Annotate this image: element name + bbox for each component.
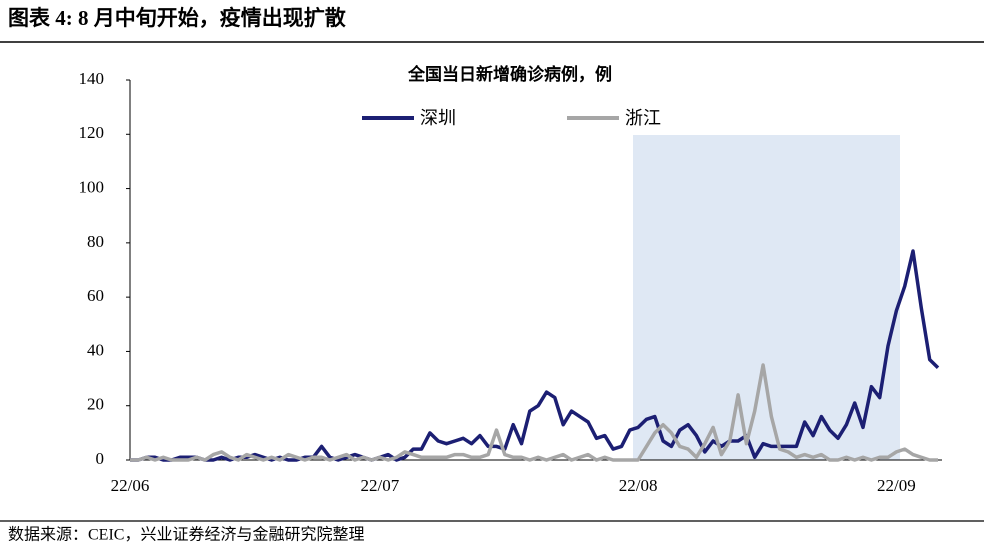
series-line — [130, 363, 938, 462]
y-tick-label: 140 — [79, 69, 105, 88]
x-tick-label: 22/07 — [361, 476, 400, 495]
x-tick-label: 22/06 — [111, 476, 150, 495]
y-tick-label: 120 — [79, 123, 105, 142]
legend-label: 深圳 — [420, 108, 456, 129]
highlight-region — [633, 135, 900, 460]
legend-label: 浙江 — [625, 108, 661, 129]
x-tick-label: 22/09 — [877, 476, 916, 495]
y-tick-label: 60 — [87, 286, 104, 305]
y-tick-label: 20 — [87, 395, 104, 414]
page-title: 图表 4: 8 月中旬开始，疫情出现扩散 — [8, 6, 346, 30]
y-tick-label: 0 — [96, 449, 105, 468]
y-tick-label: 80 — [87, 232, 104, 251]
y-tick-label: 100 — [79, 177, 105, 196]
source-note: 数据来源：CEIC，兴业证券经济与金融研究院整理 — [8, 526, 364, 544]
chart-title: 全国当日新增确诊病例，例 — [407, 64, 612, 85]
x-tick-label: 22/08 — [619, 476, 658, 495]
y-tick-label: 40 — [87, 340, 104, 359]
